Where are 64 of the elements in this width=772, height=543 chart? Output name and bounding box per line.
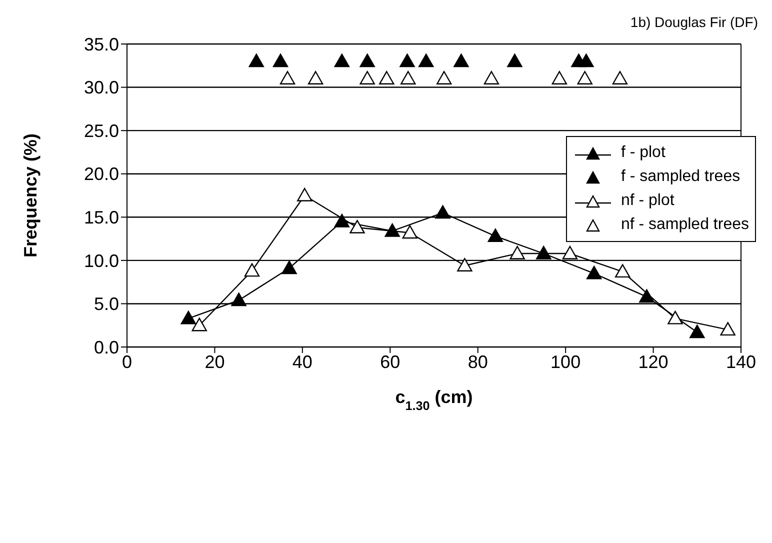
y-tick-label: 35.0 (84, 34, 119, 54)
x-tick-label: 20 (204, 352, 225, 372)
y-tick-label: 15.0 (84, 208, 119, 228)
point (308, 71, 324, 84)
chart-title: 1b) Douglas Fir (DF) (630, 14, 758, 30)
point (510, 246, 525, 260)
y-axis-title: Frequency (%) (20, 133, 40, 258)
point (282, 260, 297, 274)
point (334, 214, 350, 228)
point (668, 310, 683, 324)
point (350, 220, 365, 234)
point (457, 258, 472, 272)
y-tick-label: 20.0 (84, 164, 119, 184)
point (244, 263, 260, 277)
x-tick-label: 80 (468, 352, 488, 372)
point (507, 54, 522, 68)
point (484, 71, 500, 84)
legend-label: nf - plot (620, 192, 674, 210)
y-tick-label: 25.0 (84, 120, 119, 141)
point (248, 54, 264, 68)
x-tick-label: 60 (380, 352, 400, 372)
point (614, 264, 630, 278)
point (612, 71, 628, 84)
x-tick-label: 140 (726, 352, 756, 372)
y-tick-label: 10.0 (84, 250, 119, 271)
point (586, 266, 602, 280)
point (402, 225, 418, 239)
point (384, 223, 400, 237)
point (536, 246, 552, 260)
point (454, 54, 469, 68)
point (334, 54, 350, 68)
point (280, 71, 296, 84)
x-tick-label: 100 (550, 352, 581, 372)
y-tick-label: 30.0 (84, 78, 119, 98)
point (272, 54, 288, 68)
point (435, 205, 450, 219)
point (400, 71, 416, 84)
point (690, 324, 705, 338)
legend-label: nf - sampled trees (620, 216, 749, 234)
point (231, 292, 246, 306)
x-tick-label: 120 (638, 352, 668, 372)
point (578, 54, 594, 68)
point (562, 246, 578, 260)
point (577, 71, 592, 84)
legend-label: f - sampled trees (620, 168, 740, 186)
point (297, 188, 312, 202)
point (418, 54, 434, 68)
point (192, 318, 207, 332)
point (720, 322, 736, 336)
legend-label: f - plot (620, 144, 666, 162)
point (180, 310, 196, 324)
point (360, 54, 375, 68)
point (488, 228, 503, 242)
y-tick-label: 0.0 (94, 337, 119, 358)
x-tick-label: 40 (292, 352, 312, 372)
x-axis-title: c$_{1.30}$ (cm) (395, 387, 473, 413)
x-tick-label: 0 (122, 352, 132, 372)
point (552, 71, 568, 84)
point (400, 54, 415, 68)
point (379, 71, 394, 84)
y-tick-label: 5.0 (94, 294, 119, 314)
point (360, 71, 375, 84)
point (436, 71, 452, 84)
point (639, 289, 654, 303)
